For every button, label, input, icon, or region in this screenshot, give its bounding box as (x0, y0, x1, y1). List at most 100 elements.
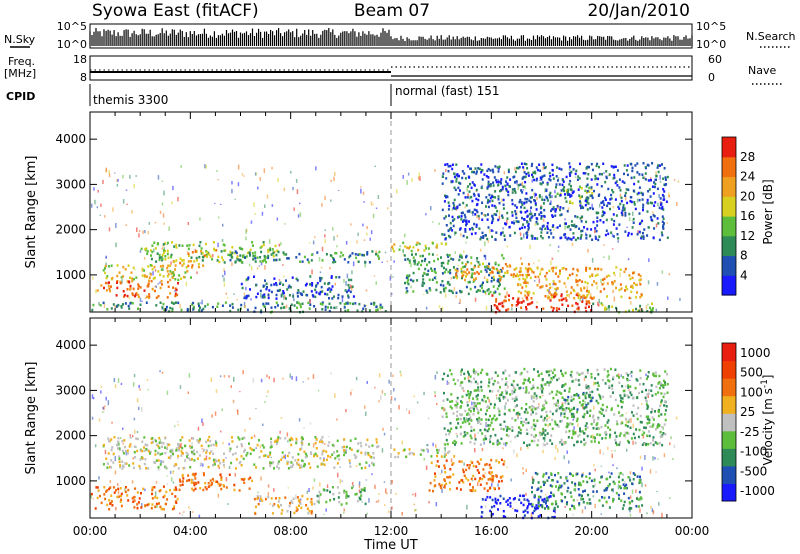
power-echo-cell (485, 205, 487, 208)
power-echo-cell (172, 185, 174, 191)
power-echo-cell (434, 169, 436, 172)
power-echo-cell (474, 264, 476, 268)
power-echo-cell (576, 283, 579, 287)
power-echo-cell (321, 301, 324, 304)
power-echo-cell (440, 264, 443, 268)
power-echo-cell (470, 268, 473, 271)
power-echo-cell (534, 171, 537, 175)
power-echo-cell (512, 275, 515, 278)
velocity-echo-cell (555, 444, 557, 450)
power-echo-cell (579, 287, 582, 290)
power-echo-cell (200, 247, 203, 250)
velocity-echo-cell (292, 463, 295, 466)
velocity-echo-cell (542, 500, 545, 503)
power-echo-cell (372, 213, 375, 219)
power-echo-cell (321, 246, 324, 252)
beam-title: Beam 07 (354, 1, 430, 21)
velocity-echo-cell (638, 479, 641, 482)
velocity-echo-cell (498, 413, 501, 417)
velocity-echo-cell (175, 447, 178, 450)
power-echo-cell (531, 179, 533, 183)
velocity-echo-cell (134, 429, 136, 434)
velocity-echo-cell (629, 476, 631, 481)
velocity-echo-cell (179, 444, 181, 448)
power-echo-cell (541, 267, 544, 271)
power-echo-cell (469, 182, 471, 186)
power-echo-cell (529, 244, 531, 250)
power-echo-cell (162, 243, 165, 246)
power-echo-cell (656, 187, 659, 191)
velocity-echo-cell (345, 445, 348, 449)
power-echo-cell (521, 262, 523, 266)
velocity-echo-cell (540, 383, 543, 387)
velocity-echo-cell (119, 464, 122, 467)
power-echo-cell (272, 251, 275, 254)
power-echo-cell (558, 280, 561, 283)
velocity-echo-cell (267, 390, 269, 394)
power-echo-cell (551, 208, 554, 211)
power-echo-cell (580, 296, 583, 299)
power-echo-cell (348, 255, 351, 259)
velocity-echo-cell (249, 417, 251, 420)
velocity-echo-cell (440, 473, 442, 475)
velocity-echo-cell (600, 513, 602, 515)
velocity-echo-cell (291, 376, 293, 380)
power-echo-cell (270, 290, 273, 294)
power-echo-cell (501, 301, 504, 305)
power-echo-cell (92, 303, 95, 307)
velocity-echo-cell (442, 399, 445, 402)
power-echo-cell (105, 262, 107, 267)
power-echo-cell (270, 306, 273, 309)
velocity-echo-cell (467, 390, 469, 393)
velocity-echo-cell (525, 386, 528, 389)
power-echo-cell (661, 215, 664, 218)
power-echo-cell (498, 302, 500, 306)
power-echo-cell (417, 248, 420, 252)
power-echo-cell (611, 188, 614, 192)
velocity-echo-cell (436, 403, 438, 406)
velocity-echo-cell (514, 509, 517, 512)
power-echo-cell (244, 256, 246, 259)
velocity-echo-cell (189, 458, 192, 461)
power-echo-cell (98, 302, 100, 306)
power-echo-cell (543, 198, 546, 202)
sky-trace-line (89, 28, 693, 46)
power-echo-cell (515, 304, 518, 307)
velocity-echo-cell (332, 493, 335, 496)
velocity-echo-cell (504, 405, 506, 410)
velocity-echo-cell (140, 506, 143, 509)
power-echo-cell (211, 258, 214, 261)
velocity-echo-cell (622, 504, 625, 507)
power-echo-cell (518, 278, 521, 281)
velocity-echo-cell (110, 500, 113, 503)
power-echo-cell (552, 207, 555, 211)
velocity-echo-cell (605, 409, 608, 412)
power-echo-cell (171, 201, 173, 205)
power-echo-cell (384, 310, 387, 313)
power-echo-cell (346, 302, 349, 305)
velocity-echo-cell (660, 402, 662, 406)
velocity-echo-cell (237, 436, 240, 439)
velocity-echo-cell (187, 474, 190, 477)
power-echo-cell (597, 211, 600, 215)
velocity-echo-cell (327, 435, 330, 437)
power-echo-cell (601, 173, 603, 176)
velocity-echo-cell (479, 483, 482, 486)
velocity-echo-cell (297, 453, 300, 456)
velocity-echo-cell (172, 452, 174, 456)
power-echo-cell (619, 283, 622, 286)
velocity-echo-cell (541, 432, 544, 436)
power-echo-cell (217, 242, 219, 248)
velocity-echo-cell (638, 391, 641, 395)
power-echo-cell (528, 267, 531, 270)
velocity-echo-cell (375, 441, 378, 444)
power-echo-cell (379, 306, 382, 309)
velocity-echo-cell (546, 479, 549, 482)
power-echo-cell (508, 264, 511, 267)
velocity-echo-cell (666, 382, 669, 386)
power-echo-cell (237, 258, 240, 262)
velocity-echo-cell (566, 479, 569, 483)
power-echo-cell (462, 265, 465, 269)
velocity-echo-cell (222, 458, 225, 462)
